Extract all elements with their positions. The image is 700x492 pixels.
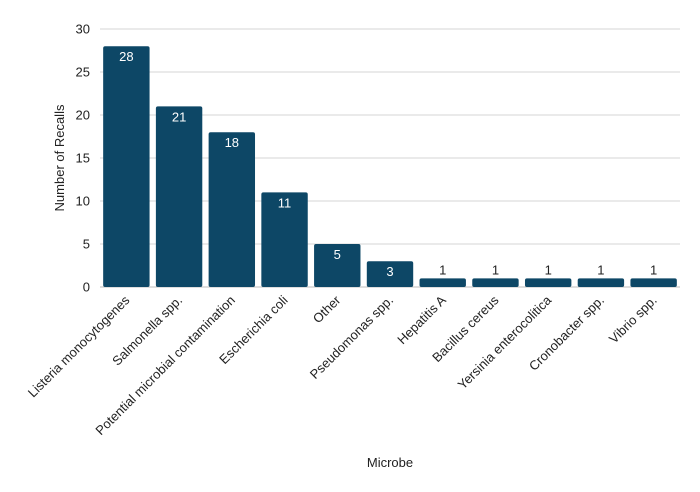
x-axis-title: Microbe	[367, 455, 413, 470]
data-label: 18	[225, 135, 239, 150]
y-axis-title: Number of Recalls	[52, 104, 67, 211]
y-tick-label: 10	[76, 194, 90, 209]
bar	[155, 106, 203, 288]
y-tick-label: 20	[76, 108, 90, 123]
y-tick-label: 25	[76, 65, 90, 80]
data-label: 5	[334, 247, 341, 262]
bar	[103, 46, 150, 288]
bar	[577, 278, 625, 287]
bar	[630, 278, 677, 287]
data-label: 11	[278, 195, 292, 210]
bar	[261, 192, 308, 287]
bar	[419, 278, 466, 287]
y-tick-label: 30	[76, 22, 90, 37]
data-label: 1	[650, 262, 657, 277]
data-label: 1	[545, 262, 552, 277]
data-label: 3	[386, 264, 393, 279]
y-tick-label: 15	[76, 151, 90, 166]
x-tick-label: Listeria monocytogenes	[25, 292, 133, 400]
bar	[524, 278, 572, 287]
data-label: 1	[492, 262, 499, 277]
data-label: 28	[119, 49, 133, 64]
x-tick-label: Other	[310, 292, 344, 326]
y-tick-label: 0	[83, 280, 90, 295]
bars	[103, 46, 677, 288]
data-label: 1	[439, 262, 446, 277]
x-tick-label: Vibrio spp.	[606, 293, 660, 347]
bar	[366, 261, 414, 287]
x-tick-label: Hepatitis A	[394, 292, 449, 347]
bar	[208, 132, 256, 287]
data-label: 1	[597, 262, 604, 277]
bar	[472, 278, 519, 287]
bar	[314, 244, 361, 287]
x-tick-label: Yersinia enterocolitica	[455, 292, 555, 392]
data-label: 21	[172, 109, 186, 124]
y-axis-ticks: 0 5 10 15 20 25 30	[76, 22, 90, 295]
y-tick-label: 5	[83, 237, 90, 252]
